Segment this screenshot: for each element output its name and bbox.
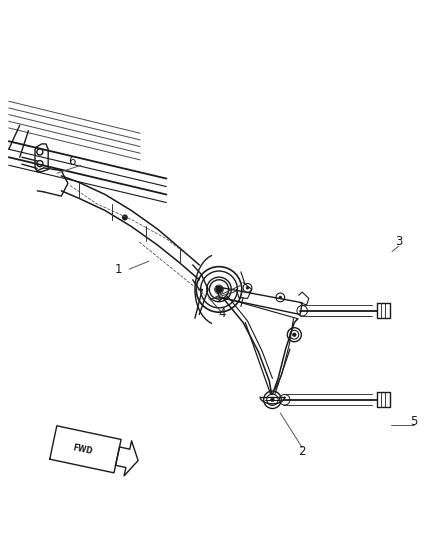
Circle shape <box>279 296 282 298</box>
Circle shape <box>246 287 249 289</box>
Circle shape <box>215 286 223 293</box>
Text: 6: 6 <box>67 155 75 168</box>
Text: 4: 4 <box>219 307 226 320</box>
Circle shape <box>264 391 281 408</box>
Text: 3: 3 <box>395 235 402 248</box>
Text: 5: 5 <box>410 415 417 427</box>
Circle shape <box>196 266 242 312</box>
Circle shape <box>287 328 301 342</box>
Circle shape <box>207 277 231 302</box>
Circle shape <box>293 333 296 336</box>
Text: 2: 2 <box>298 446 306 458</box>
Text: FWD: FWD <box>72 443 93 456</box>
Circle shape <box>271 398 274 401</box>
Text: 1: 1 <box>114 263 122 276</box>
Circle shape <box>122 215 127 220</box>
